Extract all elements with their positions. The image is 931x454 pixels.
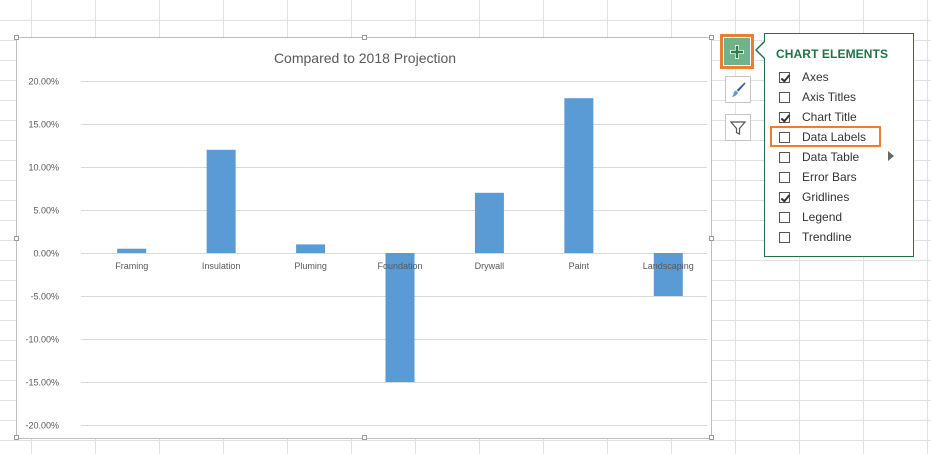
option-error-bars[interactable]: Error Bars [779, 168, 909, 186]
option-label: Data Table [802, 150, 860, 164]
chart-elements-panel: CHART ELEMENTS Axes Axis Titles Chart Ti… [764, 33, 914, 257]
resize-handle-bottom[interactable] [362, 435, 367, 440]
resize-handle-bottom-left[interactable] [14, 435, 19, 440]
panel-title: CHART ELEMENTS [776, 47, 889, 61]
data-table-checkbox[interactable] [779, 151, 790, 163]
option-label: Axes [802, 70, 829, 84]
option-chart-title[interactable]: Chart Title [779, 108, 909, 126]
chart-elements-button[interactable] [720, 34, 754, 69]
bar[interactable] [564, 98, 594, 253]
bar[interactable] [385, 253, 415, 382]
axes-checkbox[interactable] [779, 71, 790, 83]
filter-icon [730, 120, 746, 135]
bar[interactable] [296, 244, 326, 253]
option-label: Error Bars [802, 170, 857, 184]
resize-handle-left[interactable] [14, 236, 19, 241]
chart-gridlines [81, 81, 707, 426]
option-axis-titles[interactable]: Axis Titles [779, 88, 909, 106]
bar[interactable] [474, 192, 504, 253]
option-axes[interactable]: Axes [779, 68, 909, 86]
gridlines-checkbox[interactable] [779, 191, 790, 203]
option-gridlines[interactable]: Gridlines [779, 188, 909, 206]
y-tick-label: 10.00% [28, 163, 59, 173]
x-tick-label: Pluming [294, 261, 327, 271]
option-label: Data Labels [802, 130, 867, 144]
panel-pointer-fill [757, 42, 765, 58]
x-tick-label: Drywall [475, 261, 505, 271]
chart-styles-button[interactable] [725, 76, 751, 103]
option-data-table[interactable]: Data Table [779, 148, 909, 166]
option-label: Legend [802, 210, 843, 224]
chart-title[interactable]: Compared to 2018 Projection [274, 50, 456, 66]
option-data-labels[interactable]: Data Labels [779, 128, 909, 146]
chart-title-checkbox[interactable] [779, 111, 790, 123]
option-legend[interactable]: Legend [779, 208, 909, 226]
resize-handle-top-left[interactable] [14, 35, 19, 40]
option-label: Axis Titles [802, 90, 857, 104]
legend-checkbox[interactable] [779, 211, 790, 223]
y-tick-label: 15.00% [28, 120, 59, 130]
resize-handle-top-right[interactable] [709, 35, 714, 40]
x-tick-label: Landscaping [643, 261, 694, 271]
resize-handle-top[interactable] [362, 35, 367, 40]
bar-chart: Compared to 2018 Projection 20.00% 15.00%… [25, 50, 707, 431]
option-trendline[interactable]: Trendline [779, 228, 909, 246]
bar[interactable] [117, 248, 147, 253]
bar[interactable] [206, 149, 236, 253]
chart-filters-button[interactable] [725, 114, 751, 141]
trendline-checkbox[interactable] [779, 231, 790, 243]
y-tick-label: 20.00% [28, 77, 59, 87]
option-label: Trendline [802, 230, 852, 244]
paintbrush-icon [732, 82, 746, 97]
x-tick-label: Framing [115, 261, 148, 271]
y-tick-label: 0.00% [33, 249, 59, 259]
plus-icon [730, 44, 744, 59]
submenu-arrow-icon[interactable] [888, 151, 894, 161]
y-tick-label: -20.00% [25, 421, 59, 431]
option-label: Chart Title [802, 110, 857, 124]
y-axis-labels: 20.00% 15.00% 10.00% 5.00% 0.00% -5.00% -10.00… [25, 77, 59, 431]
bar[interactable] [653, 253, 683, 296]
error-bars-checkbox[interactable] [779, 171, 790, 183]
resize-handle-bottom-right[interactable] [709, 435, 714, 440]
x-axis-labels: Framing Insulation Pluming Foundation Drywal… [115, 261, 694, 271]
data-labels-checkbox[interactable] [779, 131, 790, 143]
y-tick-label: -15.00% [25, 378, 59, 388]
resize-handle-right[interactable] [709, 236, 714, 241]
y-tick-label: -5.00% [30, 292, 59, 302]
x-tick-label: Insulation [202, 261, 241, 271]
chart-bars [117, 98, 683, 382]
y-tick-label: 5.00% [33, 206, 59, 216]
chart-area[interactable]: Compared to 2018 Projection 20.00% 15.00%… [14, 35, 714, 440]
x-tick-label: Paint [569, 261, 590, 271]
y-tick-label: -10.00% [25, 335, 59, 345]
option-label: Gridlines [802, 190, 850, 204]
x-tick-label: Foundation [377, 261, 422, 271]
axis-titles-checkbox[interactable] [779, 91, 790, 103]
